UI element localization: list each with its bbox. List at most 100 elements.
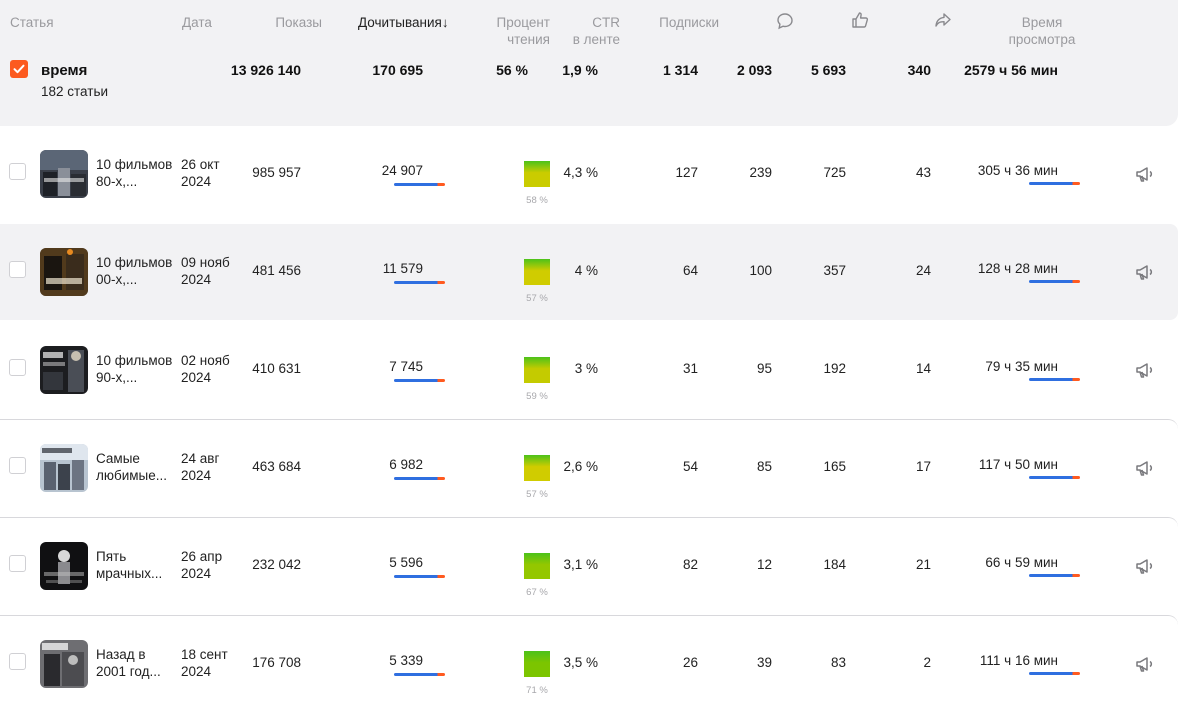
table-header-summary: Статья Дата Показы Дочитывания↓ Процент … xyxy=(0,0,1178,126)
article-title[interactable]: 10 фильмов 80-х,... xyxy=(96,157,173,189)
read-percent-indicator xyxy=(524,259,550,285)
read-through-value: 11 579 xyxy=(382,261,423,276)
summary-impressions: 13 926 140 xyxy=(230,62,301,78)
article-thumbnail[interactable] xyxy=(40,542,88,590)
column-header-impressions[interactable]: Показы xyxy=(275,15,322,30)
read-through-bar xyxy=(394,281,445,284)
read-percent-label: 57 % xyxy=(526,489,548,500)
ctr-value: 4 % xyxy=(574,263,598,278)
article-thumbnail[interactable] xyxy=(40,346,88,394)
article-thumbnail[interactable] xyxy=(40,444,88,492)
article-date: 26 апр 2024 xyxy=(181,549,223,581)
table-row[interactable]: 10 фильмов 90-х,... 02 нояб 2024 410 631 7… xyxy=(0,322,1178,418)
impressions-value: 481 456 xyxy=(252,263,301,278)
row-checkbox[interactable] xyxy=(9,555,26,572)
article-title[interactable]: 10 фильмов 00-х,... xyxy=(96,255,173,287)
ctr-value: 3,5 % xyxy=(563,655,598,670)
comments-value: 100 xyxy=(749,263,772,278)
column-header-shares[interactable] xyxy=(933,10,953,34)
row-checkbox[interactable] xyxy=(9,261,26,278)
read-through-value: 5 339 xyxy=(389,653,423,668)
impressions-value: 985 957 xyxy=(252,165,301,180)
read-percent-label: 58 % xyxy=(526,195,548,206)
read-percent-label: 59 % xyxy=(526,391,548,402)
table-row[interactable]: 10 фильмов 80-х,... 26 окт 2024 985 957 24… xyxy=(0,126,1178,222)
likes-value: 725 xyxy=(823,165,846,180)
likes-value: 184 xyxy=(823,557,846,572)
subscriptions-value: 127 xyxy=(675,165,698,180)
table-row[interactable]: 10 фильмов 00-х,... 09 нояб 2024 481 456 1… xyxy=(0,224,1178,320)
megaphone-icon xyxy=(1136,461,1153,476)
article-date: 02 нояб 2024 xyxy=(181,353,230,385)
column-header-comments[interactable] xyxy=(775,11,795,35)
summary-ctr: 1,9 % xyxy=(562,62,598,78)
article-thumbnail[interactable] xyxy=(40,640,88,688)
article-title[interactable]: Назад в 2001 год... xyxy=(96,647,161,679)
likes-value: 357 xyxy=(823,263,846,278)
subscriptions-value: 64 xyxy=(682,263,698,278)
ctr-value: 3,1 % xyxy=(563,557,598,572)
shares-value: 17 xyxy=(915,459,931,474)
view-time-bar xyxy=(1029,476,1080,479)
read-percent-indicator xyxy=(524,161,550,187)
promote-button[interactable] xyxy=(1134,163,1156,185)
megaphone-icon xyxy=(1136,167,1153,182)
article-date: 24 авг 2024 xyxy=(181,451,220,483)
read-through-value: 24 907 xyxy=(381,163,423,178)
megaphone-icon xyxy=(1136,559,1153,574)
summary-read-percent: 56 % xyxy=(496,62,528,78)
column-header-read-through[interactable]: Дочитывания↓ xyxy=(358,14,449,31)
view-time-value: 117 ч 50 мин xyxy=(978,457,1058,472)
column-header-article[interactable]: Статья xyxy=(10,15,54,30)
row-checkbox[interactable] xyxy=(9,359,26,376)
article-date: 26 окт 2024 xyxy=(181,157,220,189)
subscriptions-value: 54 xyxy=(682,459,698,474)
comments-value: 39 xyxy=(756,655,772,670)
table-row[interactable]: Назад в 2001 год... 18 сент 2024 176 708 5… xyxy=(0,615,1178,712)
shares-value: 14 xyxy=(915,361,931,376)
article-title[interactable]: Пять мрачных... xyxy=(96,549,163,581)
article-thumbnail[interactable] xyxy=(40,150,88,198)
read-through-bar xyxy=(394,477,445,480)
table-row[interactable]: Пять мрачных... 26 апр 2024 232 042 5 596 … xyxy=(0,517,1178,614)
column-header-view-time[interactable]: Время просмотра xyxy=(1008,15,1076,47)
promote-button[interactable] xyxy=(1134,653,1156,675)
column-header-date[interactable]: Дата xyxy=(182,15,212,30)
column-header-ctr[interactable]: CTR в ленте xyxy=(572,15,620,47)
article-title[interactable]: 10 фильмов 90-х,... xyxy=(96,353,173,385)
likes-value: 165 xyxy=(823,459,846,474)
summary-view-time: 2579 ч 56 мин xyxy=(964,62,1058,78)
promote-button[interactable] xyxy=(1134,359,1156,381)
read-percent-indicator xyxy=(524,651,550,677)
article-thumbnail[interactable] xyxy=(40,248,88,296)
column-header-read-percent[interactable]: Процент чтения xyxy=(496,15,550,47)
row-checkbox[interactable] xyxy=(9,457,26,474)
table-row[interactable]: Самые любимые... 24 авг 2024 463 684 6 982… xyxy=(0,419,1178,516)
view-time-bar xyxy=(1029,574,1080,577)
subscriptions-value: 26 xyxy=(682,655,698,670)
row-checkbox[interactable] xyxy=(9,163,26,180)
read-percent-label: 71 % xyxy=(526,685,548,696)
summary-subscriptions: 1 314 xyxy=(662,62,698,78)
read-percent-label: 57 % xyxy=(526,293,548,304)
view-time-value: 79 ч 35 мин xyxy=(985,359,1058,374)
comments-value: 95 xyxy=(756,361,772,376)
select-all-checkbox[interactable] xyxy=(10,60,28,78)
view-time-bar xyxy=(1029,672,1080,675)
article-title[interactable]: Самые любимые... xyxy=(96,451,168,483)
sort-arrow-icon: ↓ xyxy=(441,15,449,30)
read-through-bar xyxy=(394,575,445,578)
read-through-bar xyxy=(394,379,445,382)
share-icon xyxy=(935,13,951,27)
ctr-value: 3 % xyxy=(574,361,598,376)
read-percent-indicator xyxy=(524,553,550,579)
promote-button[interactable] xyxy=(1134,261,1156,283)
column-header-subscriptions[interactable]: Подписки xyxy=(659,15,719,30)
summary-shares: 340 xyxy=(907,62,931,78)
comments-value: 239 xyxy=(749,165,772,180)
column-header-likes[interactable] xyxy=(850,10,870,34)
promote-button[interactable] xyxy=(1134,555,1156,577)
row-checkbox[interactable] xyxy=(9,653,26,670)
promote-button[interactable] xyxy=(1134,457,1156,479)
read-through-bar xyxy=(394,673,445,676)
